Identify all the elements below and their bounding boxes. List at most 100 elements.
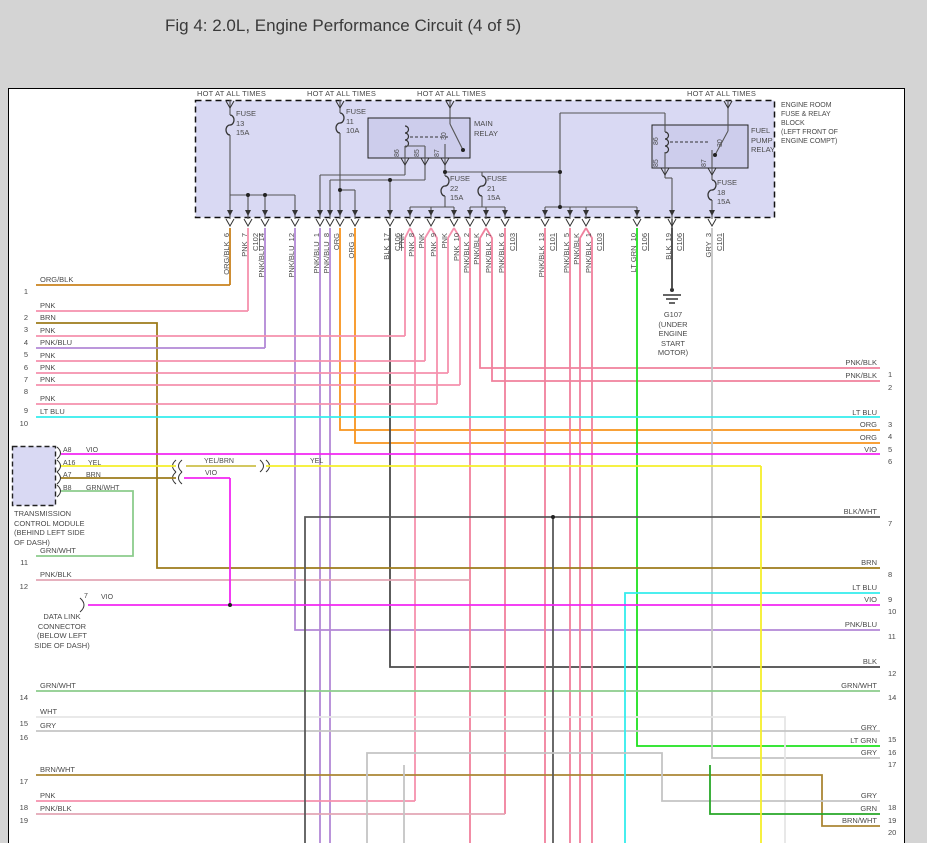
row-number: 10 bbox=[888, 607, 896, 616]
row-number: 11 bbox=[20, 558, 28, 567]
inline-yel-brn-label: YEL/BRN bbox=[204, 458, 234, 465]
hot-label-1: HOT AT ALL TIMES bbox=[197, 89, 267, 98]
wire-label: PNK/BLK bbox=[40, 570, 72, 579]
connector-id: C101 bbox=[715, 233, 724, 251]
top-drop-label: PNK/BLK 5 bbox=[562, 233, 571, 273]
wire-label: PNK/BLK bbox=[845, 371, 877, 380]
tcm-pin-b8-wire: GRN/WHT bbox=[86, 485, 120, 492]
main-relay-pin-86: 86 bbox=[394, 149, 401, 157]
top-drop-label: PNK/BLK 2 bbox=[462, 233, 471, 273]
arrow-icon bbox=[245, 210, 251, 216]
dlc-pin-icon bbox=[79, 597, 85, 613]
fuse-11-label: FUSE 11 10A bbox=[346, 107, 367, 135]
wire bbox=[304, 516, 880, 843]
tcm-pin-a7-icon bbox=[56, 471, 61, 485]
ground-dot-icon bbox=[670, 288, 674, 292]
tcm-pin-a8-icon bbox=[56, 446, 61, 460]
wire-label: GRN/WHT bbox=[40, 681, 76, 690]
tcm-box bbox=[11, 445, 57, 507]
connector-v-icon bbox=[335, 100, 345, 110]
fuse-11-icon bbox=[335, 112, 345, 134]
wire bbox=[714, 130, 729, 156]
tcm-pin-a7-wire: BRN bbox=[86, 472, 101, 479]
wire-label: PNK/BLU bbox=[40, 338, 72, 347]
tcm-pin-a8-id: A8 bbox=[63, 447, 72, 454]
wire bbox=[36, 490, 134, 557]
row-number: 2 bbox=[888, 383, 892, 392]
connector-v-icon bbox=[445, 100, 455, 110]
row-number: 18 bbox=[888, 803, 896, 812]
connector-v-icon bbox=[581, 218, 591, 228]
arrow-icon bbox=[483, 210, 489, 216]
wire bbox=[409, 227, 416, 801]
tcm-pin-a8-wire: VIO bbox=[86, 447, 99, 454]
row-number: 12 bbox=[20, 582, 28, 591]
wire-label: VIO bbox=[864, 445, 877, 454]
top-drop-label: PNK 7 bbox=[240, 233, 249, 257]
connector-v-icon bbox=[315, 218, 325, 228]
inline-yel-label: YEL bbox=[310, 458, 324, 465]
connector-v-icon bbox=[481, 218, 491, 228]
wire-label: PNK bbox=[40, 363, 55, 372]
top-drop-label: PNK/BLU 14 bbox=[257, 233, 266, 278]
hot-label-2: HOT AT ALL TIMES bbox=[307, 89, 377, 98]
top-drop-label: PNK 8 bbox=[407, 233, 416, 257]
arrow-icon bbox=[262, 210, 268, 216]
connector-v-icon bbox=[540, 218, 550, 228]
row-number: 20 bbox=[888, 828, 896, 837]
row-number: 9 bbox=[888, 595, 892, 604]
connector-v-icon bbox=[290, 218, 300, 228]
junction-dot bbox=[558, 205, 562, 209]
arrow-icon bbox=[502, 210, 508, 216]
connector-v-icon bbox=[465, 218, 475, 228]
tcm-pin-a16-icon bbox=[56, 459, 61, 473]
wire-label: ORG bbox=[860, 420, 877, 429]
row-number: 5 bbox=[888, 445, 892, 454]
fuse-18-icon bbox=[707, 179, 717, 201]
wire bbox=[424, 227, 432, 361]
wire bbox=[711, 228, 880, 759]
main-relay-coil-icon bbox=[404, 125, 410, 148]
fp-relay-pin-87: 87 bbox=[701, 159, 708, 167]
top-drop-label: BLK 19 bbox=[664, 233, 673, 260]
connector-v-icon bbox=[632, 218, 642, 228]
connector-id: C101 bbox=[548, 233, 557, 251]
wire-label: PNK bbox=[40, 375, 55, 384]
tcm-pin-b8-id: B8 bbox=[63, 485, 72, 492]
junction-dot bbox=[338, 188, 342, 192]
main-relay-pin-30: 30 bbox=[441, 132, 448, 140]
inline-vio-label: VIO bbox=[205, 470, 218, 477]
row-number: 12 bbox=[888, 669, 896, 678]
fuse-22-icon bbox=[440, 175, 450, 197]
hot-label-4: HOT AT ALL TIMES bbox=[687, 89, 757, 98]
top-drop-label: ORG/BLK 6 bbox=[222, 233, 231, 275]
arrow-icon bbox=[317, 210, 323, 216]
connector-v-icon bbox=[707, 218, 717, 228]
wire-label: BRN/WHT bbox=[842, 816, 877, 825]
connector-v-icon bbox=[565, 218, 575, 228]
wire bbox=[447, 227, 455, 373]
junction-dot bbox=[461, 148, 465, 152]
arrow-icon bbox=[352, 210, 358, 216]
row-number: 16 bbox=[888, 748, 896, 757]
arrow-icon bbox=[327, 210, 333, 216]
junction-dot bbox=[443, 170, 447, 174]
fuse-13-icon bbox=[225, 114, 235, 136]
row-number: 1 bbox=[24, 287, 28, 296]
arrow-icon bbox=[428, 210, 434, 216]
fuse-13-label: FUSE 13 15A bbox=[236, 109, 257, 137]
connector-id: C106 bbox=[675, 233, 684, 251]
wire-label: GRY bbox=[861, 723, 877, 732]
wire-label: BRN bbox=[40, 313, 56, 322]
top-drop-label: GRY 3 bbox=[704, 233, 713, 257]
connector-v-icon bbox=[449, 218, 459, 228]
top-drop-label: BLK 17 bbox=[382, 233, 391, 260]
wire-label: GRY bbox=[861, 791, 877, 800]
wire-label: PNK bbox=[40, 394, 55, 403]
wire-label: PNK bbox=[40, 326, 55, 335]
connector-v-icon bbox=[440, 157, 450, 167]
row-number: 9 bbox=[24, 406, 28, 415]
junction-dot bbox=[558, 170, 562, 174]
top-drop-label: PNK/BLK 1 bbox=[584, 233, 593, 273]
main-relay-pin-85: 85 bbox=[414, 149, 421, 157]
